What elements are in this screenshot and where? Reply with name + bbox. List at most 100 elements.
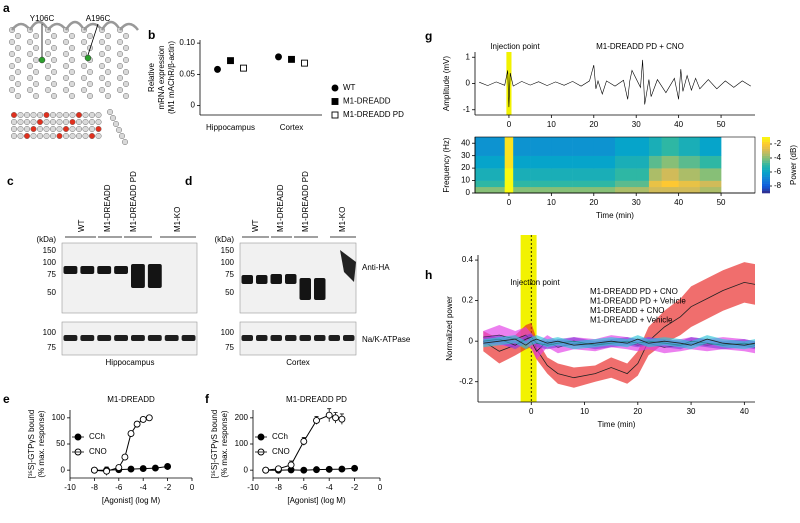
x-axis-label: Time (min) [596, 211, 634, 220]
marker-label: 50 [47, 288, 56, 297]
y-tick-label: 0 [61, 465, 66, 474]
colorbar-step [762, 137, 770, 140]
residue [36, 132, 44, 140]
band [147, 335, 162, 341]
receptor-diagram [8, 20, 139, 146]
heat-cell [636, 168, 650, 181]
y-tick-label: 0.2 [462, 296, 474, 305]
heat-cell [551, 186, 573, 194]
heat-cell [678, 155, 701, 169]
heat-cell [699, 180, 722, 188]
y-axis-label: (% max. response) [220, 410, 229, 477]
residue [14, 68, 22, 76]
residue [95, 125, 102, 133]
x-tick-label: -2 [351, 483, 359, 492]
colorbar-step [762, 144, 770, 147]
panel-label: h [425, 268, 432, 282]
colorbar-step [762, 165, 770, 168]
residue [30, 132, 37, 140]
band [114, 335, 128, 341]
residue [68, 56, 76, 64]
residue [116, 38, 124, 46]
band [299, 335, 311, 341]
colorbar-step [762, 181, 770, 184]
residue [10, 132, 18, 140]
marker [90, 466, 98, 474]
residue [75, 132, 83, 140]
legend-label: M1-DREADD PD + Vehicle [590, 297, 686, 306]
residue [68, 32, 76, 40]
x-tick-label: -10 [247, 483, 259, 492]
residue [8, 50, 16, 58]
y-tick-label: -1 [463, 105, 471, 114]
heat-cell [551, 168, 573, 181]
colorbar-step [762, 148, 770, 152]
y-tick-label: 100 [52, 413, 66, 422]
residue [104, 80, 112, 88]
y-tick-label: 0.4 [462, 255, 474, 264]
mutation-label: Y106C [30, 14, 55, 23]
x-tick-label: 30 [632, 198, 641, 207]
marker [214, 65, 221, 73]
colorbar-tick-label: -2 [774, 139, 782, 148]
x-tick-label: 30 [687, 407, 696, 416]
y-tick-label: 0 [244, 465, 249, 474]
band [299, 278, 311, 300]
x-tick-label: 30 [632, 120, 641, 129]
marker [325, 465, 333, 473]
residue [8, 86, 16, 94]
marker [351, 464, 359, 472]
heat-cell [648, 137, 662, 156]
residue [23, 111, 31, 119]
lane-label: M1-DREADD [103, 184, 112, 232]
residue [49, 125, 57, 133]
residue [23, 118, 31, 126]
residue [95, 132, 102, 140]
residue [56, 118, 63, 126]
x-tick-label: Hippocampus [206, 123, 255, 132]
x-tick-label: 20 [589, 120, 598, 129]
lane-label: WT [251, 219, 260, 232]
legend-label: M1-DREADD [343, 97, 391, 106]
heat-cell [504, 180, 514, 188]
residue [50, 32, 58, 40]
marker-label: 150 [43, 246, 57, 255]
residue [116, 86, 124, 94]
lane-label: M1-DREADD PD [129, 171, 138, 232]
heat-cell [513, 137, 531, 156]
series-line [483, 338, 756, 346]
residue [10, 118, 18, 126]
residue [44, 38, 52, 46]
marker-label: 75 [47, 270, 56, 279]
residue [36, 125, 44, 133]
residue [68, 92, 76, 100]
band [241, 275, 253, 284]
heat-cell [648, 186, 662, 194]
lane-label: M1-KO [338, 207, 347, 232]
band [314, 335, 326, 341]
heat-cell [530, 186, 552, 194]
residue [62, 132, 70, 140]
legend-label: M1-DREADD PD + CNO [590, 287, 678, 296]
colorbar-tick-label: -4 [774, 153, 782, 162]
residue [104, 92, 112, 100]
marker [262, 466, 270, 474]
residue [82, 111, 89, 119]
band [147, 264, 162, 288]
residue [68, 44, 76, 52]
x-tick-label: 0 [507, 120, 512, 129]
residue [10, 125, 18, 133]
x-tick-label: 20 [633, 407, 642, 416]
residue [122, 68, 130, 76]
residue [80, 86, 88, 94]
y-axis-label: [³⁵S]-GTPγS bound [210, 410, 219, 479]
highlight [506, 52, 512, 115]
antibody-label: Anti-HA [362, 263, 390, 272]
residue [104, 56, 112, 64]
heat-cell [648, 180, 662, 188]
heat-cell [593, 186, 616, 194]
heat-cell [513, 168, 531, 181]
band [80, 335, 95, 341]
x-tick-label: -6 [115, 483, 123, 492]
residue [14, 32, 22, 40]
